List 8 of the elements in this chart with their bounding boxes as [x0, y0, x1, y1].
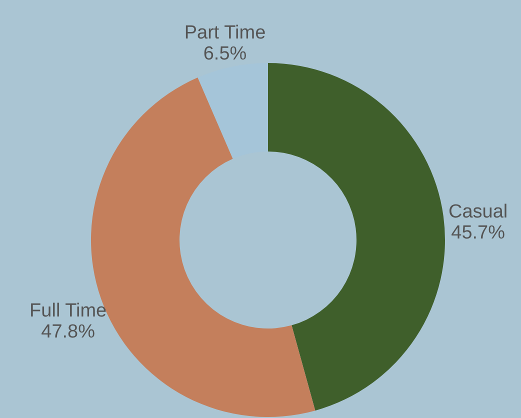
slice-label: Full Time [30, 300, 107, 322]
data-label: 6.5% [203, 43, 247, 64]
slice-label: Part Time [184, 22, 266, 44]
data-label: 47.8% [41, 322, 96, 343]
slice-label: Casual [448, 201, 508, 222]
donut-slice [198, 63, 268, 159]
donut-slice [268, 63, 445, 411]
data-label: 45.7% [451, 222, 506, 244]
